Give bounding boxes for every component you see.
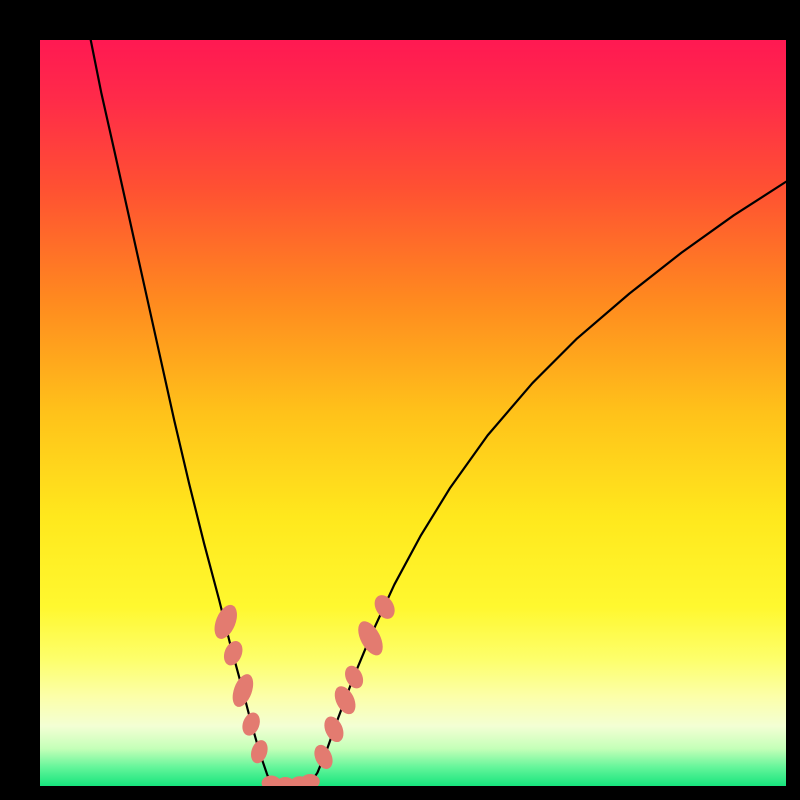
plot-background xyxy=(40,40,786,786)
bead-bottom-3 xyxy=(300,774,319,789)
chart-frame: TheBottleneck.com xyxy=(0,0,800,800)
chart-svg xyxy=(0,0,800,800)
